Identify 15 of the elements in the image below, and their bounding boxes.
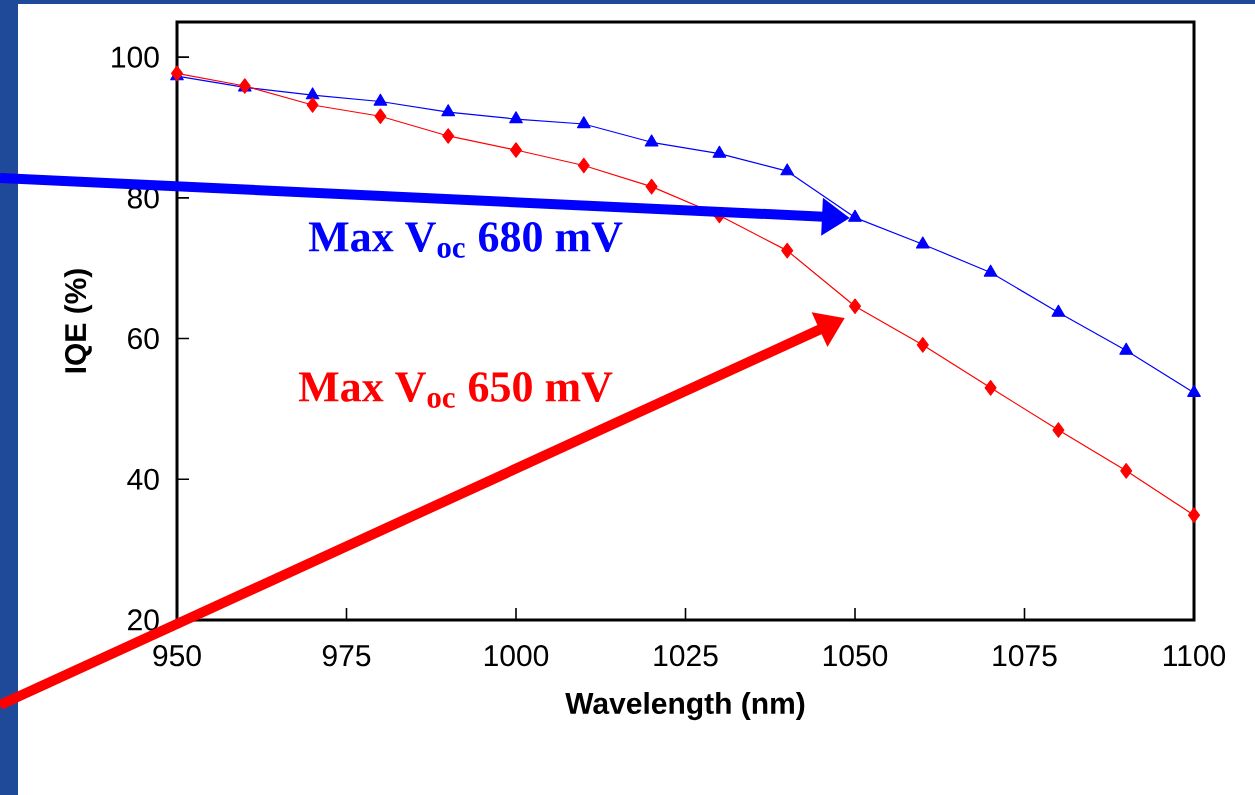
annotation: Max V$_{oc}$ 650 mV bbox=[298, 372, 613, 408]
x-tick-label: 975 bbox=[322, 645, 371, 667]
y-tick-label: 60 bbox=[128, 327, 159, 350]
y-axis-title: IQE (%) bbox=[64, 269, 93, 373]
x-tick-label: 950 bbox=[153, 645, 201, 667]
annotation: Max V$_{oc}$ 680 mV bbox=[308, 222, 623, 258]
x-tick-label: 1050 bbox=[823, 645, 888, 667]
x-tick-label: 1000 bbox=[484, 645, 549, 667]
y-tick-label: 40 bbox=[127, 468, 159, 490]
y-tick-label: 20 bbox=[128, 609, 159, 631]
x-tick-label: 1075 bbox=[993, 645, 1057, 667]
x-tick-label: 1025 bbox=[654, 645, 718, 667]
x-tick-label: 1100 bbox=[1164, 645, 1226, 667]
y-tick-label: 100 bbox=[112, 46, 159, 68]
x-axis-title: Wavelength (nm) bbox=[565, 692, 805, 721]
